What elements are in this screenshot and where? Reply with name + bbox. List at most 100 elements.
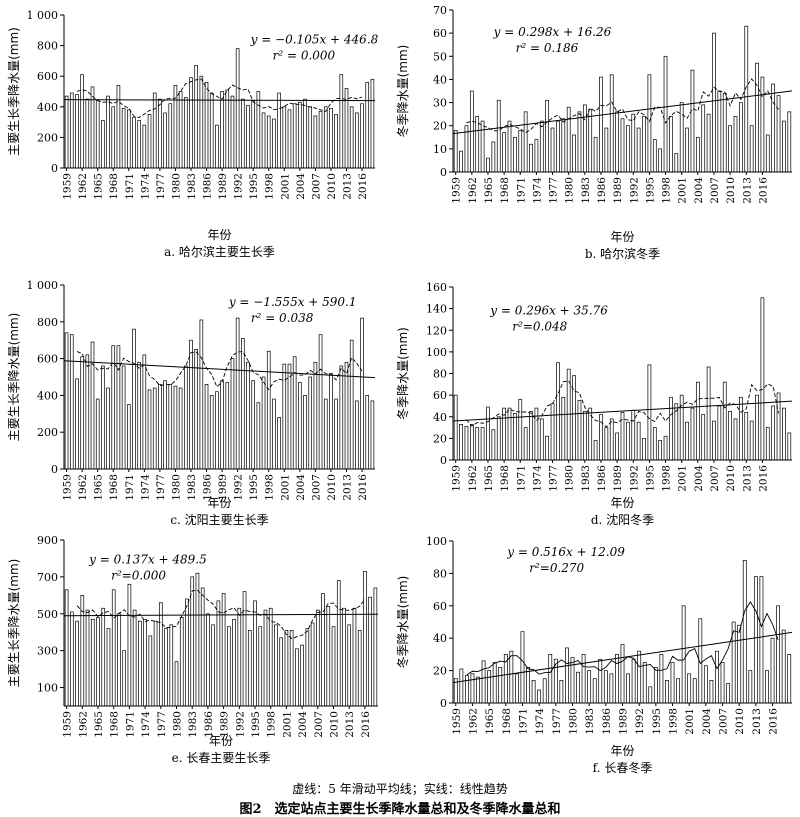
bar-f-16	[542, 678, 547, 704]
bar-c-2	[75, 378, 79, 470]
bar-c-26	[199, 319, 204, 470]
x-tick-label-b-3: 1968	[499, 177, 511, 204]
x-tick-label-f-2: 1965	[484, 708, 496, 735]
x-tick-label-a-3: 1968	[108, 173, 120, 200]
bar-e-48	[316, 609, 320, 707]
bar-d-53	[739, 396, 743, 461]
bar-a-12	[126, 109, 131, 169]
x-tick-label-b-17: 2010	[725, 177, 737, 204]
x-tick-label-d-10: 1989	[612, 465, 624, 492]
bar-e-31	[227, 626, 231, 707]
bar-b-16	[539, 120, 544, 173]
bar-a-10	[116, 85, 121, 169]
r-squared-a: r² = 0.000	[273, 48, 336, 62]
bar-e-37	[258, 626, 263, 707]
bar-c-24	[189, 339, 193, 470]
bar-e-33	[237, 607, 242, 707]
bar-b-2	[464, 125, 469, 173]
x-tick-label-a-6: 1977	[155, 173, 167, 200]
x-tick-label-d-15: 2004	[693, 465, 705, 492]
y-axis-title-d: 冬季降水量(mm)	[395, 327, 410, 420]
bar-f-17	[548, 654, 553, 704]
bar-f-13	[526, 667, 530, 704]
x-tick-label-b-8: 1983	[580, 177, 592, 204]
bar-d-57	[760, 297, 765, 461]
bar-b-6	[486, 157, 490, 173]
bar-a-46	[303, 98, 307, 169]
x-tick-label-c-11: 1992	[233, 474, 245, 501]
x-tick-label-d-13: 1998	[661, 465, 673, 492]
bar-b-56	[755, 62, 759, 173]
bar-f-24	[587, 670, 592, 704]
bar-e-21	[174, 661, 179, 707]
x-tick-label-b-9: 1986	[596, 177, 608, 204]
x-tick-label-f-10: 1989	[618, 708, 630, 735]
bar-b-41	[674, 153, 679, 173]
trend-line-c	[63, 360, 376, 379]
x-tick-label-e-9: 1986	[203, 711, 215, 738]
bar-e-42	[284, 630, 289, 707]
x-tick-label-a-1: 1962	[77, 173, 89, 200]
bar-b-9	[502, 132, 506, 173]
bar-e-28	[211, 624, 215, 707]
panel-caption-a: a. 哈尔滨主要生长季	[164, 244, 275, 259]
bar-a-51	[329, 107, 333, 169]
bar-a-37	[256, 91, 261, 169]
y-tick-label-b-3: 30	[433, 97, 447, 110]
bar-a-35	[246, 104, 250, 169]
x-tick-label-d-12: 1995	[644, 465, 656, 492]
x-tick-label-f-17: 2010	[734, 708, 746, 735]
bar-a-22	[178, 91, 183, 169]
x-axis-title-d: 年份	[610, 496, 634, 510]
bar-e-40	[274, 624, 278, 707]
bar-d-7	[491, 429, 496, 461]
x-tick-label-c-1: 1962	[77, 474, 89, 501]
bar-c-30	[220, 380, 224, 470]
bar-e-4	[85, 609, 90, 707]
x-tick-label-f-4: 1971	[517, 708, 529, 735]
bar-b-20	[561, 118, 566, 173]
bar-b-36	[647, 74, 652, 173]
bar-a-2	[75, 94, 79, 169]
bar-f-48	[720, 662, 725, 704]
r-squared-d: r²=0.048	[512, 319, 567, 333]
bar-e-34	[242, 591, 247, 707]
bar-c-36	[251, 380, 255, 470]
x-tick-label-d-14: 2001	[677, 465, 689, 492]
bar-a-34	[241, 98, 245, 169]
x-tick-label-d-19: 2016	[757, 465, 769, 492]
bar-a-28	[209, 92, 214, 169]
x-axis-title-c: 年份	[207, 496, 231, 510]
bar-d-37	[652, 427, 657, 461]
bar-b-26	[593, 136, 598, 173]
bar-f-27	[603, 670, 608, 704]
bar-e-6	[96, 617, 100, 707]
bar-c-22	[178, 387, 183, 470]
bar-d-61	[782, 407, 786, 461]
x-tick-label-a-9: 1986	[202, 173, 214, 200]
bar-f-1	[459, 668, 464, 704]
x-tick-label-b-7: 1980	[564, 177, 576, 204]
bar-c-48	[313, 361, 318, 470]
x-tick-label-b-6: 1977	[548, 177, 560, 204]
x-tick-label-c-17: 2010	[326, 474, 338, 501]
bar-a-29	[215, 124, 219, 169]
x-tick-label-d-16: 2007	[709, 465, 721, 492]
bar-b-1	[459, 150, 463, 173]
bar-e-30	[221, 593, 226, 707]
bar-d-2	[464, 426, 469, 461]
x-tick-label-a-2: 1965	[93, 173, 105, 200]
bar-c-52	[334, 398, 338, 470]
x-tick-label-a-18: 2013	[341, 173, 353, 200]
x-tick-label-d-5: 1974	[531, 465, 543, 492]
chart-panel-d: 0 20 40 60 80 100 120 140 160 1959 1962 1965 1968 197…	[395, 281, 793, 527]
bar-a-17	[152, 92, 157, 169]
bar-f-49	[726, 683, 730, 704]
bar-a-39	[266, 115, 271, 169]
bar-c-13	[132, 328, 136, 470]
bar-b-23	[577, 111, 582, 173]
bar-b-32	[626, 125, 630, 173]
bar-e-13	[132, 609, 137, 707]
x-tick-label-e-6: 1977	[156, 711, 168, 738]
